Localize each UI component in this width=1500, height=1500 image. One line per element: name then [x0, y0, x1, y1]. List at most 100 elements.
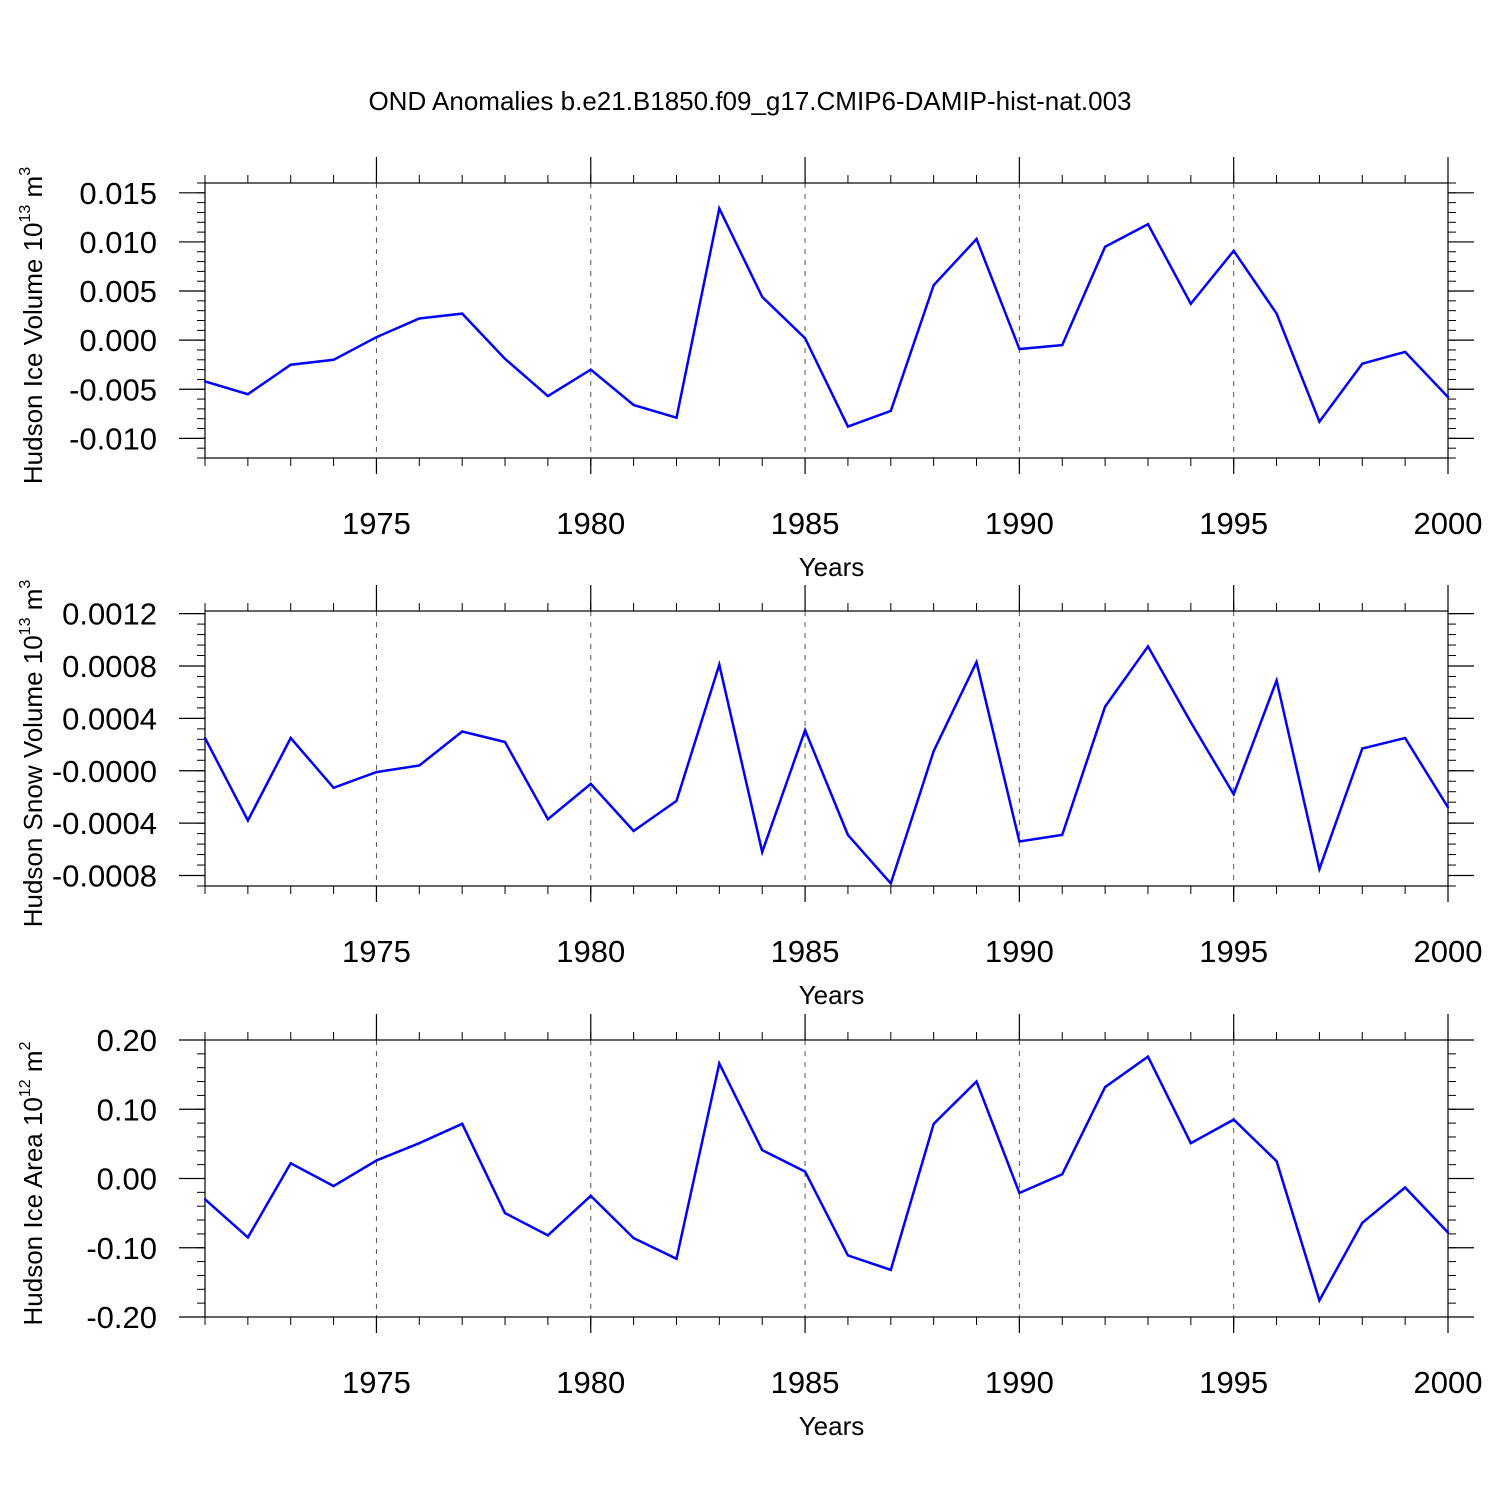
data-point	[289, 736, 292, 740]
data-point	[289, 363, 292, 366]
x-tick-label: 1990	[985, 934, 1054, 969]
x-tick-label: 1975	[342, 934, 411, 969]
data-point	[1103, 705, 1107, 708]
plot-frame	[204, 610, 1449, 887]
y-axis-label: Hudson Ice Area 1012 m2	[17, 1041, 48, 1325]
data-point	[589, 368, 592, 371]
data-point	[889, 1268, 892, 1272]
y-tick-label: -0.20	[86, 1300, 157, 1335]
x-tick-label: 1985	[771, 1365, 840, 1400]
data-point	[1361, 747, 1364, 750]
data-point	[1275, 312, 1278, 315]
data-point	[1446, 1231, 1450, 1234]
data-point	[1318, 867, 1321, 871]
series-line	[204, 204, 1449, 429]
y-tick-label: 0.20	[97, 1023, 157, 1058]
data-point	[1318, 1299, 1321, 1302]
x-tick-label: 1975	[342, 1365, 411, 1400]
data-point	[1318, 420, 1321, 423]
y-tick-label: 0.005	[79, 274, 157, 309]
data-point	[1275, 1159, 1278, 1163]
x-tick-label: 1990	[985, 506, 1054, 541]
data-point	[332, 358, 335, 361]
data-point	[975, 1080, 978, 1083]
data-point	[675, 799, 678, 803]
x-tick-label: 1980	[556, 506, 625, 541]
data-point	[246, 819, 250, 822]
y-tick-label: 0.010	[79, 225, 157, 260]
data-point	[761, 1148, 764, 1152]
y-tick-label: -0.0004	[52, 806, 157, 841]
data-point	[546, 818, 550, 821]
x-tick-label: 2000	[1414, 506, 1483, 541]
data-point	[846, 425, 850, 428]
data-point	[503, 740, 507, 744]
data-point	[289, 1162, 292, 1165]
x-tick-label: 2000	[1414, 934, 1483, 969]
data-point	[932, 749, 935, 753]
data-point	[203, 1198, 207, 1201]
data-point	[375, 1159, 378, 1162]
data-point	[203, 380, 207, 383]
data-point	[1446, 806, 1450, 809]
x-axis-label: Years	[799, 552, 865, 582]
y-tick-label: 0.10	[97, 1092, 157, 1127]
data-point	[1061, 1173, 1064, 1176]
data-point	[418, 317, 421, 320]
y-tick-label: -0.010	[69, 421, 157, 456]
figure-title: OND Anomalies b.e21.B1850.f09_g17.CMIP6-…	[368, 86, 1131, 116]
data-point	[1189, 302, 1193, 306]
data-point	[632, 829, 635, 833]
data-point	[246, 392, 250, 396]
data-point	[1189, 1141, 1193, 1145]
data-point	[1103, 1085, 1107, 1089]
y-tick-label: 0.0008	[62, 649, 157, 684]
data-point	[1018, 347, 1021, 351]
data-point	[1061, 833, 1064, 837]
data-point	[1146, 223, 1150, 226]
y-tick-label: 0.015	[79, 176, 157, 211]
data-point	[632, 403, 635, 407]
data-point	[718, 207, 721, 210]
data-point	[1403, 1186, 1407, 1189]
data-point	[846, 1254, 850, 1257]
series-line	[203, 644, 1450, 886]
y-tick-label: 0.00	[97, 1162, 157, 1197]
data-point	[1232, 249, 1235, 252]
data-point	[718, 663, 721, 666]
data-point	[889, 882, 892, 885]
data-point	[932, 1122, 935, 1125]
data-point	[460, 312, 464, 315]
data-point	[1018, 1191, 1021, 1195]
panel-3: 1975 1980 1985 1990 1995 2000 -0.20 -0.10 0.00 0.…	[17, 1014, 1482, 1441]
panel-2: 1975 1980 1985 1990 1995 2000 -0.0008 -0.0004 -0…	[17, 580, 1482, 1010]
x-tick-label: 1990	[985, 1365, 1054, 1400]
data-point	[375, 770, 378, 774]
y-tick-label: -0.005	[69, 372, 157, 407]
data-point	[1232, 793, 1235, 796]
data-point	[546, 394, 550, 398]
data-point	[932, 283, 935, 287]
data-point	[975, 237, 978, 241]
data-point	[1403, 350, 1407, 354]
data-point	[332, 786, 335, 789]
x-axis-label: Years	[799, 1411, 865, 1441]
data-point	[1146, 1055, 1150, 1058]
y-tick-label: -0.0000	[52, 754, 157, 789]
data-point	[1018, 840, 1021, 843]
data-point	[846, 833, 850, 837]
x-tick-label: 1995	[1199, 1365, 1268, 1400]
x-tick-label: 1980	[556, 934, 625, 969]
y-tick-label: 0.0012	[62, 597, 157, 632]
data-point	[675, 1257, 678, 1261]
data-point	[460, 730, 464, 733]
y-axis-label: Hudson Snow Volume 1013 m3	[17, 580, 48, 928]
data-point	[418, 764, 421, 767]
series-line	[204, 1054, 1449, 1304]
panel-1: 1975 1980 1985 1990 1995 2000 -0.010 -0.005 0.00…	[17, 157, 1482, 582]
x-tick-label: 1985	[771, 934, 840, 969]
data-point	[418, 1141, 421, 1145]
data-point	[460, 1122, 464, 1125]
data-point	[889, 409, 892, 413]
